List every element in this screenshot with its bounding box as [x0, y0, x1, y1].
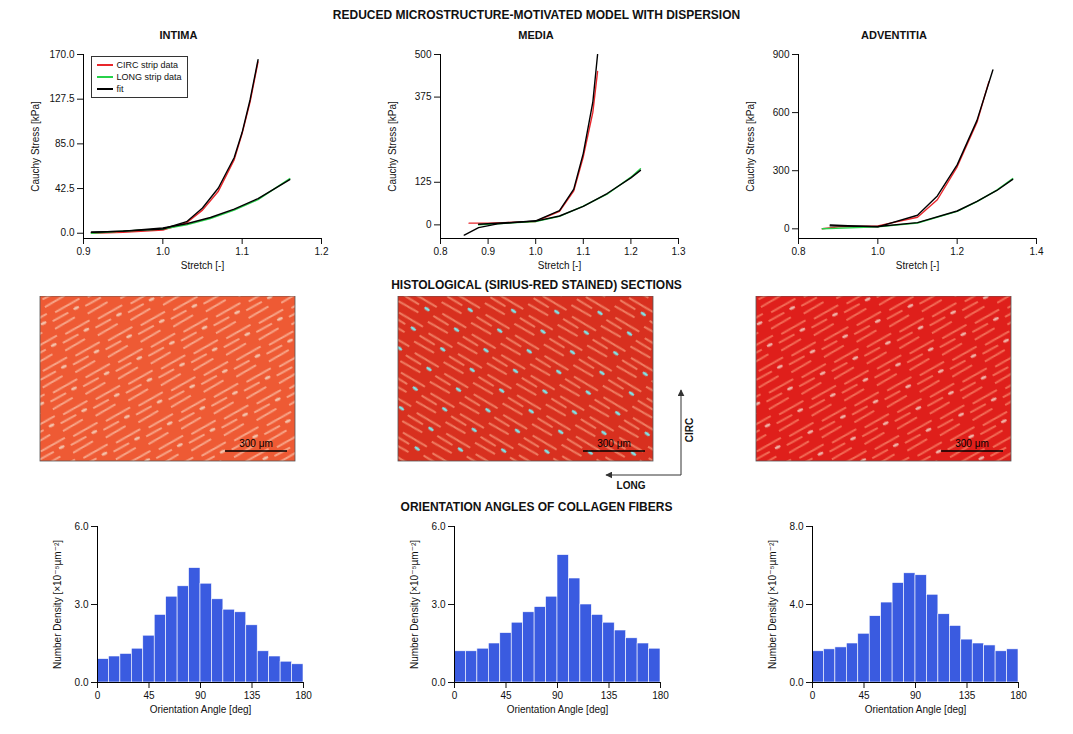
svg-text:1.0: 1.0 — [155, 246, 169, 257]
svg-text:375: 375 — [415, 91, 432, 102]
svg-text:Stretch [-]: Stretch [-] — [180, 260, 224, 271]
svg-text:500: 500 — [415, 49, 432, 60]
svg-text:Number Density [×10⁻⁵µm⁻²]: Number Density [×10⁻⁵µm⁻²] — [767, 540, 778, 669]
svg-text:0.0: 0.0 — [432, 677, 446, 688]
svg-text:1.1: 1.1 — [235, 246, 249, 257]
svg-text:180: 180 — [1010, 690, 1027, 701]
svg-text:0.9: 0.9 — [76, 246, 90, 257]
html-text:ORIENTATION ANGLES OF COLLAGEN: ORIENTATION ANGLES OF COLLAGEN FIBERS — [400, 500, 673, 514]
svg-text:1.1: 1.1 — [576, 246, 590, 257]
svg-text:0.8: 0.8 — [434, 246, 448, 257]
svg-text:Number Density [×10⁻⁵µm⁻²]: Number Density [×10⁻⁵µm⁻²] — [51, 540, 62, 669]
svg-text:300: 300 — [773, 165, 790, 176]
svg-text:Orientation Angle [deg]: Orientation Angle [deg] — [149, 704, 251, 715]
svg-text:4.0: 4.0 — [790, 599, 804, 610]
svg-text:Stretch [-]: Stretch [-] — [538, 260, 582, 271]
svg-text:45: 45 — [858, 690, 870, 701]
html-text:HISTOLOGICAL (SIRIUS-RED STAIN: HISTOLOGICAL (SIRIUS-RED STAINED) SECTIO… — [391, 278, 682, 292]
svg-text:125: 125 — [415, 176, 432, 187]
svg-text:0: 0 — [426, 219, 432, 230]
svg-text:900: 900 — [773, 49, 790, 60]
svg-text:0: 0 — [452, 690, 458, 701]
svg-text:3.0: 3.0 — [74, 599, 88, 610]
svg-text:CIRC: CIRC — [684, 418, 695, 442]
svg-text:LONG: LONG — [616, 480, 645, 491]
svg-text:90: 90 — [552, 690, 564, 701]
svg-text:42.5: 42.5 — [55, 183, 75, 194]
svg-text:6.0: 6.0 — [432, 521, 446, 532]
svg-text:85.0: 85.0 — [55, 138, 75, 149]
svg-text:127.5: 127.5 — [49, 93, 74, 104]
svg-text:0.8: 0.8 — [792, 246, 806, 257]
svg-text:45: 45 — [143, 690, 155, 701]
html-text:fit: fit — [116, 84, 124, 94]
html-text:LONG strip data: LONG strip data — [116, 72, 182, 82]
svg-text:90: 90 — [194, 690, 206, 701]
svg-text:1.0: 1.0 — [871, 246, 885, 257]
html-text:MEDIA: MEDIA — [518, 29, 554, 41]
svg-text:1.2: 1.2 — [314, 246, 328, 257]
svg-text:135: 135 — [601, 690, 618, 701]
svg-text:Cauchy Stress [kPa]: Cauchy Stress [kPa] — [387, 101, 398, 192]
svg-text:0.0: 0.0 — [790, 677, 804, 688]
svg-text:Cauchy Stress [kPa]: Cauchy Stress [kPa] — [29, 101, 40, 192]
svg-text:300 μm: 300 μm — [239, 438, 273, 449]
svg-text:180: 180 — [295, 690, 312, 701]
svg-text:1.0: 1.0 — [529, 246, 543, 257]
svg-text:1.3: 1.3 — [672, 246, 686, 257]
svg-text:600: 600 — [773, 107, 790, 118]
svg-text:0: 0 — [784, 223, 790, 234]
svg-text:135: 135 — [243, 690, 260, 701]
svg-text:6.0: 6.0 — [74, 521, 88, 532]
svg-text:Cauchy Stress [kPa]: Cauchy Stress [kPa] — [745, 101, 756, 192]
svg-text:180: 180 — [652, 690, 669, 701]
html-text:INTIMA: INTIMA — [159, 29, 198, 41]
svg-text:Stretch [-]: Stretch [-] — [896, 260, 940, 271]
svg-text:Number Density [×10⁻⁵µm⁻²]: Number Density [×10⁻⁵µm⁻²] — [409, 540, 420, 669]
svg-text:1.2: 1.2 — [950, 246, 964, 257]
svg-text:300 μm: 300 μm — [597, 438, 631, 449]
svg-text:1.4: 1.4 — [1030, 246, 1044, 257]
svg-text:1.2: 1.2 — [624, 246, 638, 257]
svg-text:0.0: 0.0 — [60, 227, 74, 238]
svg-text:90: 90 — [910, 690, 922, 701]
svg-text:135: 135 — [959, 690, 976, 701]
svg-text:0: 0 — [810, 690, 816, 701]
html-text:ADVENTITIA: ADVENTITIA — [861, 29, 927, 41]
svg-text:8.0: 8.0 — [790, 521, 804, 532]
html-text:REDUCED MICROSTRUCTURE-MOTIVAT: REDUCED MICROSTRUCTURE-MOTIVATED MODEL W… — [332, 8, 741, 22]
svg-text:300 μm: 300 μm — [955, 438, 989, 449]
svg-text:0: 0 — [94, 690, 100, 701]
svg-text:Orientation Angle [deg]: Orientation Angle [deg] — [865, 704, 967, 715]
html-text:CIRC strip data: CIRC strip data — [116, 60, 178, 70]
svg-text:3.0: 3.0 — [432, 599, 446, 610]
svg-text:45: 45 — [500, 690, 512, 701]
svg-text:Orientation Angle [deg]: Orientation Angle [deg] — [507, 704, 609, 715]
svg-text:0.9: 0.9 — [481, 246, 495, 257]
svg-text:0.0: 0.0 — [74, 677, 88, 688]
svg-text:170.0: 170.0 — [49, 49, 74, 60]
